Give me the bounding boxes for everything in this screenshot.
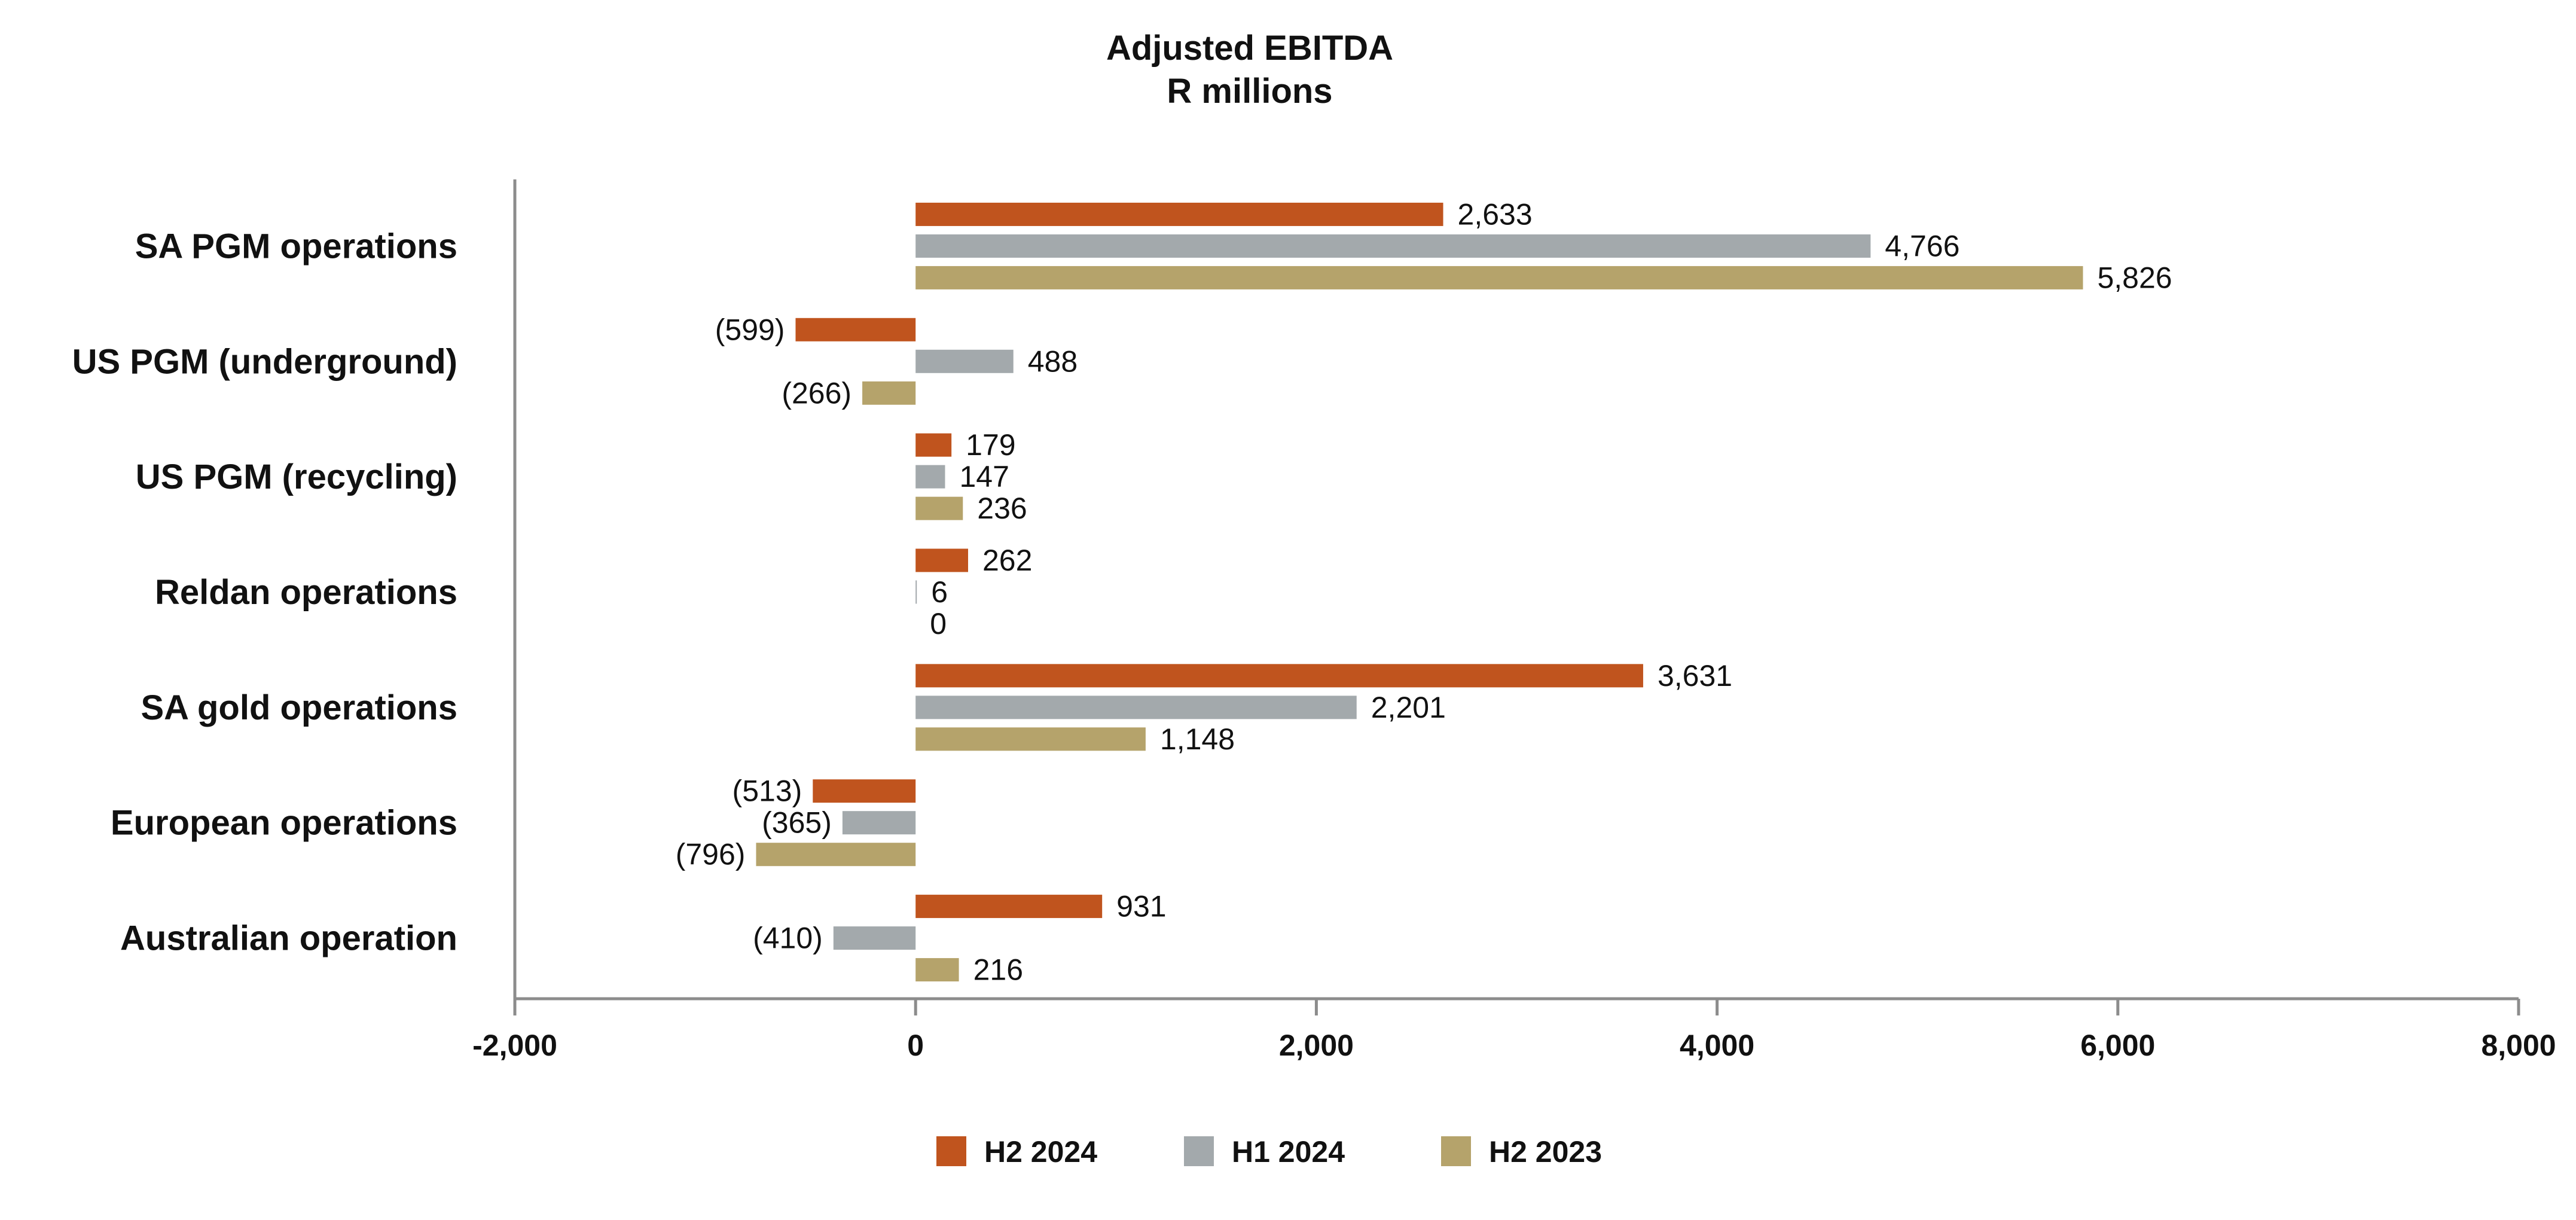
chart-subtitle: R millions — [1167, 72, 1332, 111]
bar — [915, 895, 1103, 919]
data-label: (513) — [732, 774, 802, 808]
bar — [842, 811, 916, 835]
category-label: Reldan operations — [155, 573, 457, 612]
x-tick-label: 6,000 — [2080, 1029, 2155, 1062]
data-label: (796) — [676, 838, 746, 871]
bar — [915, 202, 1443, 226]
bar — [833, 926, 916, 950]
bar — [915, 727, 1146, 751]
data-label: 5,826 — [2097, 261, 2172, 294]
bar — [813, 779, 916, 803]
bar — [915, 349, 1014, 373]
x-tick-label: 2,000 — [1279, 1029, 1354, 1062]
x-tick-label: -2,000 — [472, 1029, 557, 1062]
data-label: 216 — [973, 953, 1023, 987]
category-label: US PGM (recycling) — [136, 458, 457, 496]
data-label: 3,631 — [1658, 659, 1732, 693]
data-label: 179 — [966, 428, 1015, 462]
bar — [915, 496, 963, 520]
data-label: (266) — [782, 376, 851, 410]
data-label: 931 — [1116, 890, 1166, 923]
data-label: 6 — [931, 575, 948, 609]
category-label: Australian operation — [120, 919, 457, 958]
bar — [915, 266, 2083, 289]
data-label: 236 — [977, 492, 1027, 525]
data-label: 147 — [959, 460, 1009, 493]
category-label: SA gold operations — [141, 688, 457, 727]
category-label: SA PGM operations — [135, 227, 457, 266]
x-tick-label: 4,000 — [1680, 1029, 1754, 1062]
category-label: European operations — [111, 804, 457, 843]
bar — [862, 381, 916, 405]
bar — [795, 318, 916, 341]
x-tick-label: 0 — [907, 1029, 924, 1062]
data-label: 0 — [930, 607, 947, 640]
legend-swatch — [1184, 1136, 1214, 1166]
data-label: 488 — [1028, 344, 1078, 378]
data-label: (599) — [715, 313, 785, 346]
bar — [915, 433, 952, 457]
legend-swatch — [1441, 1136, 1471, 1166]
bar — [756, 843, 916, 867]
legend-label: H2 2024 — [984, 1135, 1097, 1169]
data-label: 4,766 — [1885, 229, 1960, 263]
legend: H2 2024 H1 2024 H2 2023 — [936, 1135, 1602, 1169]
data-label: 262 — [982, 544, 1032, 577]
category-label: US PGM (underground) — [72, 342, 457, 381]
x-tick-label: 8,000 — [2481, 1029, 2556, 1062]
data-label: (410) — [753, 922, 823, 955]
data-label: 1,148 — [1160, 722, 1235, 756]
bar — [915, 234, 1871, 258]
bar — [915, 465, 945, 489]
bar — [915, 664, 1643, 688]
bar — [915, 696, 1357, 719]
data-label: 2,633 — [1458, 197, 1533, 231]
data-label: (365) — [762, 806, 832, 840]
chart-title: Adjusted EBITDA — [1106, 29, 1393, 68]
legend-swatch — [936, 1136, 966, 1166]
data-label: 2,201 — [1371, 691, 1446, 724]
bar — [915, 580, 917, 604]
legend-label: H1 2024 — [1232, 1135, 1345, 1169]
legend-label: H2 2023 — [1489, 1135, 1602, 1169]
bar — [915, 548, 968, 572]
bar — [915, 958, 959, 982]
